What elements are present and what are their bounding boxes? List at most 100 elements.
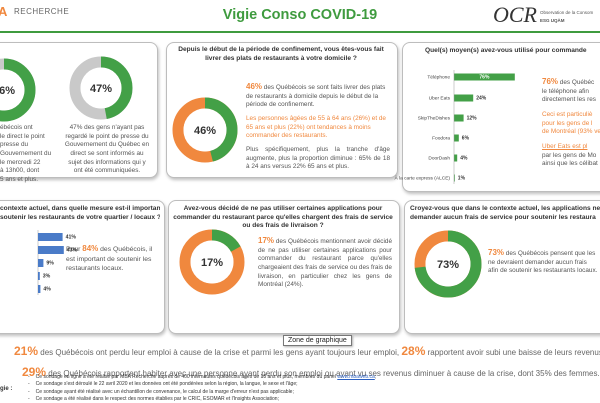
text-line: ainsi que les célibat [542,160,598,168]
question: contexte actuel, dans quelle mesure est-… [0,205,160,222]
question: Croyez-vous que dans le contexte actuel,… [410,205,600,222]
donut-arc [69,56,133,120]
bar [454,154,458,162]
bar-value: 3% [43,273,51,279]
panel-support [0,200,165,334]
text-line: 73% des Québécois pensent que les [488,248,600,259]
bar-category: Foodora [432,135,450,141]
text: des Québécois pensent que les [504,250,596,257]
text: des Québécois ont perdu leur emploi à ca… [38,348,402,357]
bar [38,285,41,293]
paragraph: 46% des Québécois se sont faits livrer d… [246,82,390,110]
question: Avez-vous décidé de ne pas utiliser cert… [173,205,393,230]
bar [454,134,459,142]
donut-arc [0,58,36,122]
tooltip: Zone de graphique [283,335,352,346]
text-line: ébécois ont [0,124,33,131]
method-item: Ce sondage en ligne a été réalisé par MB… [28,374,377,381]
donut-hole [190,240,234,284]
text: des Québécois, il est important de soute… [66,246,153,272]
bar-value: 9% [46,260,54,266]
donut-label: 46% [194,125,216,137]
donut-arc [179,229,245,295]
logo-text: RECHERCHE [14,7,70,16]
text-line: directement les res [542,96,596,104]
bar-value: 12% [467,115,478,121]
press-right-text: 47% des gens n'ayant pas regardé le poin… [64,124,150,175]
bar-value: 43% [67,247,78,253]
donut-label: 73% [437,259,459,271]
text-line: le téléphone afin [542,87,589,95]
bar-value: 6% [462,135,470,141]
text: des Québécois se sont faits livrer des p… [246,84,386,109]
donut-label: 17% [201,257,223,269]
question-line: soutenir les restaurants de votre quarti… [0,213,160,221]
bar-category: SkipTheDishes [418,115,451,121]
press-left-text: ébécois ont le direct le point presse du Go… [0,124,58,184]
nofee-text: 73% des Québécois pensent que les ne dev… [488,248,600,276]
percentage: 28% [401,344,426,358]
title: Vigie Conso COVID-19 [222,7,378,23]
question-line: demander aucun frais de service pour sou… [410,213,596,221]
donut-hole [425,241,471,287]
percentage: 46% [246,82,263,91]
means-text: 76% des Québéc le téléphone afin directe… [542,77,600,169]
support-text: Pour 84% des Québécois, il est important… [66,244,158,273]
link[interactable]: www.mbaweb.ca [337,374,375,380]
ocr-subtitle: Observation de la Consom [540,10,594,15]
question: Depuis le début de la période de confine… [178,46,384,62]
bar-value: 4% [460,155,468,161]
donut-arc [414,230,482,298]
bar [454,174,455,182]
bar [38,259,44,267]
text: rapportent avoir subi une baisse de leur… [425,348,600,357]
bar [454,114,464,122]
percentage: 17% [258,236,275,245]
bar-value: 76% [479,74,490,80]
percentage: 73% [488,248,505,257]
delivery-text: 46% des Québécois se sont faits livrer d… [246,82,390,172]
text: des Québéc [558,79,595,86]
donut-hole [183,108,227,152]
percentage: 84% [82,244,99,253]
text-line: presse du [0,141,29,149]
text: Uber Eats est pl [542,143,588,150]
text-line: pour les gens de l [542,119,593,127]
bar-category: Téléphone [427,74,450,80]
paragraph: Plus spécifiquement, plus la tranche d'â… [246,146,390,171]
bar-value: 4% [43,286,51,292]
bar-category: À la carte express (ALCE) [395,174,451,181]
donut-hole [80,67,122,109]
text-line: afin de soutenir les restaurants locaux. [488,267,598,275]
bar [38,246,64,254]
bar-value: 1% [458,175,466,181]
text-line: de Montréal (93% ver [542,128,600,136]
donut-label: 56% [0,85,15,97]
method-label: gie : [0,386,13,392]
text-line: Gouvernement du [0,149,52,157]
panel-means [402,42,600,192]
bar [38,272,40,280]
text-line: par les gens de Mo [542,151,597,159]
text-line: Ceci est particuliè [542,111,593,119]
method-list: Ce sondage en ligne a été réalisé par MB… [28,374,377,403]
text: des Québécois mentionnent avoir décidé d… [258,238,392,289]
bar [38,233,63,241]
fees-text: 17% des Québécois mentionnent avoir déci… [258,236,392,290]
text: ; [374,374,377,380]
donut-label: 47% [90,83,112,95]
text-line: à 13h00, dont [0,167,40,175]
percentage: 21% [14,344,39,358]
bar-category: DoorDash [428,155,450,161]
header-rule [0,31,600,33]
text-line: le mercredi 22 [0,158,41,166]
ocr-logo: OCR [493,2,537,27]
text-line: 5 ans et plus. [0,175,39,183]
paragraph: Les personnes âgées de 55 à 64 ans (26%)… [246,115,386,140]
donut-hole [0,69,25,111]
text-line: le direct le point [0,132,45,140]
donut-arc [172,97,238,163]
logo-mark: A [0,4,8,19]
